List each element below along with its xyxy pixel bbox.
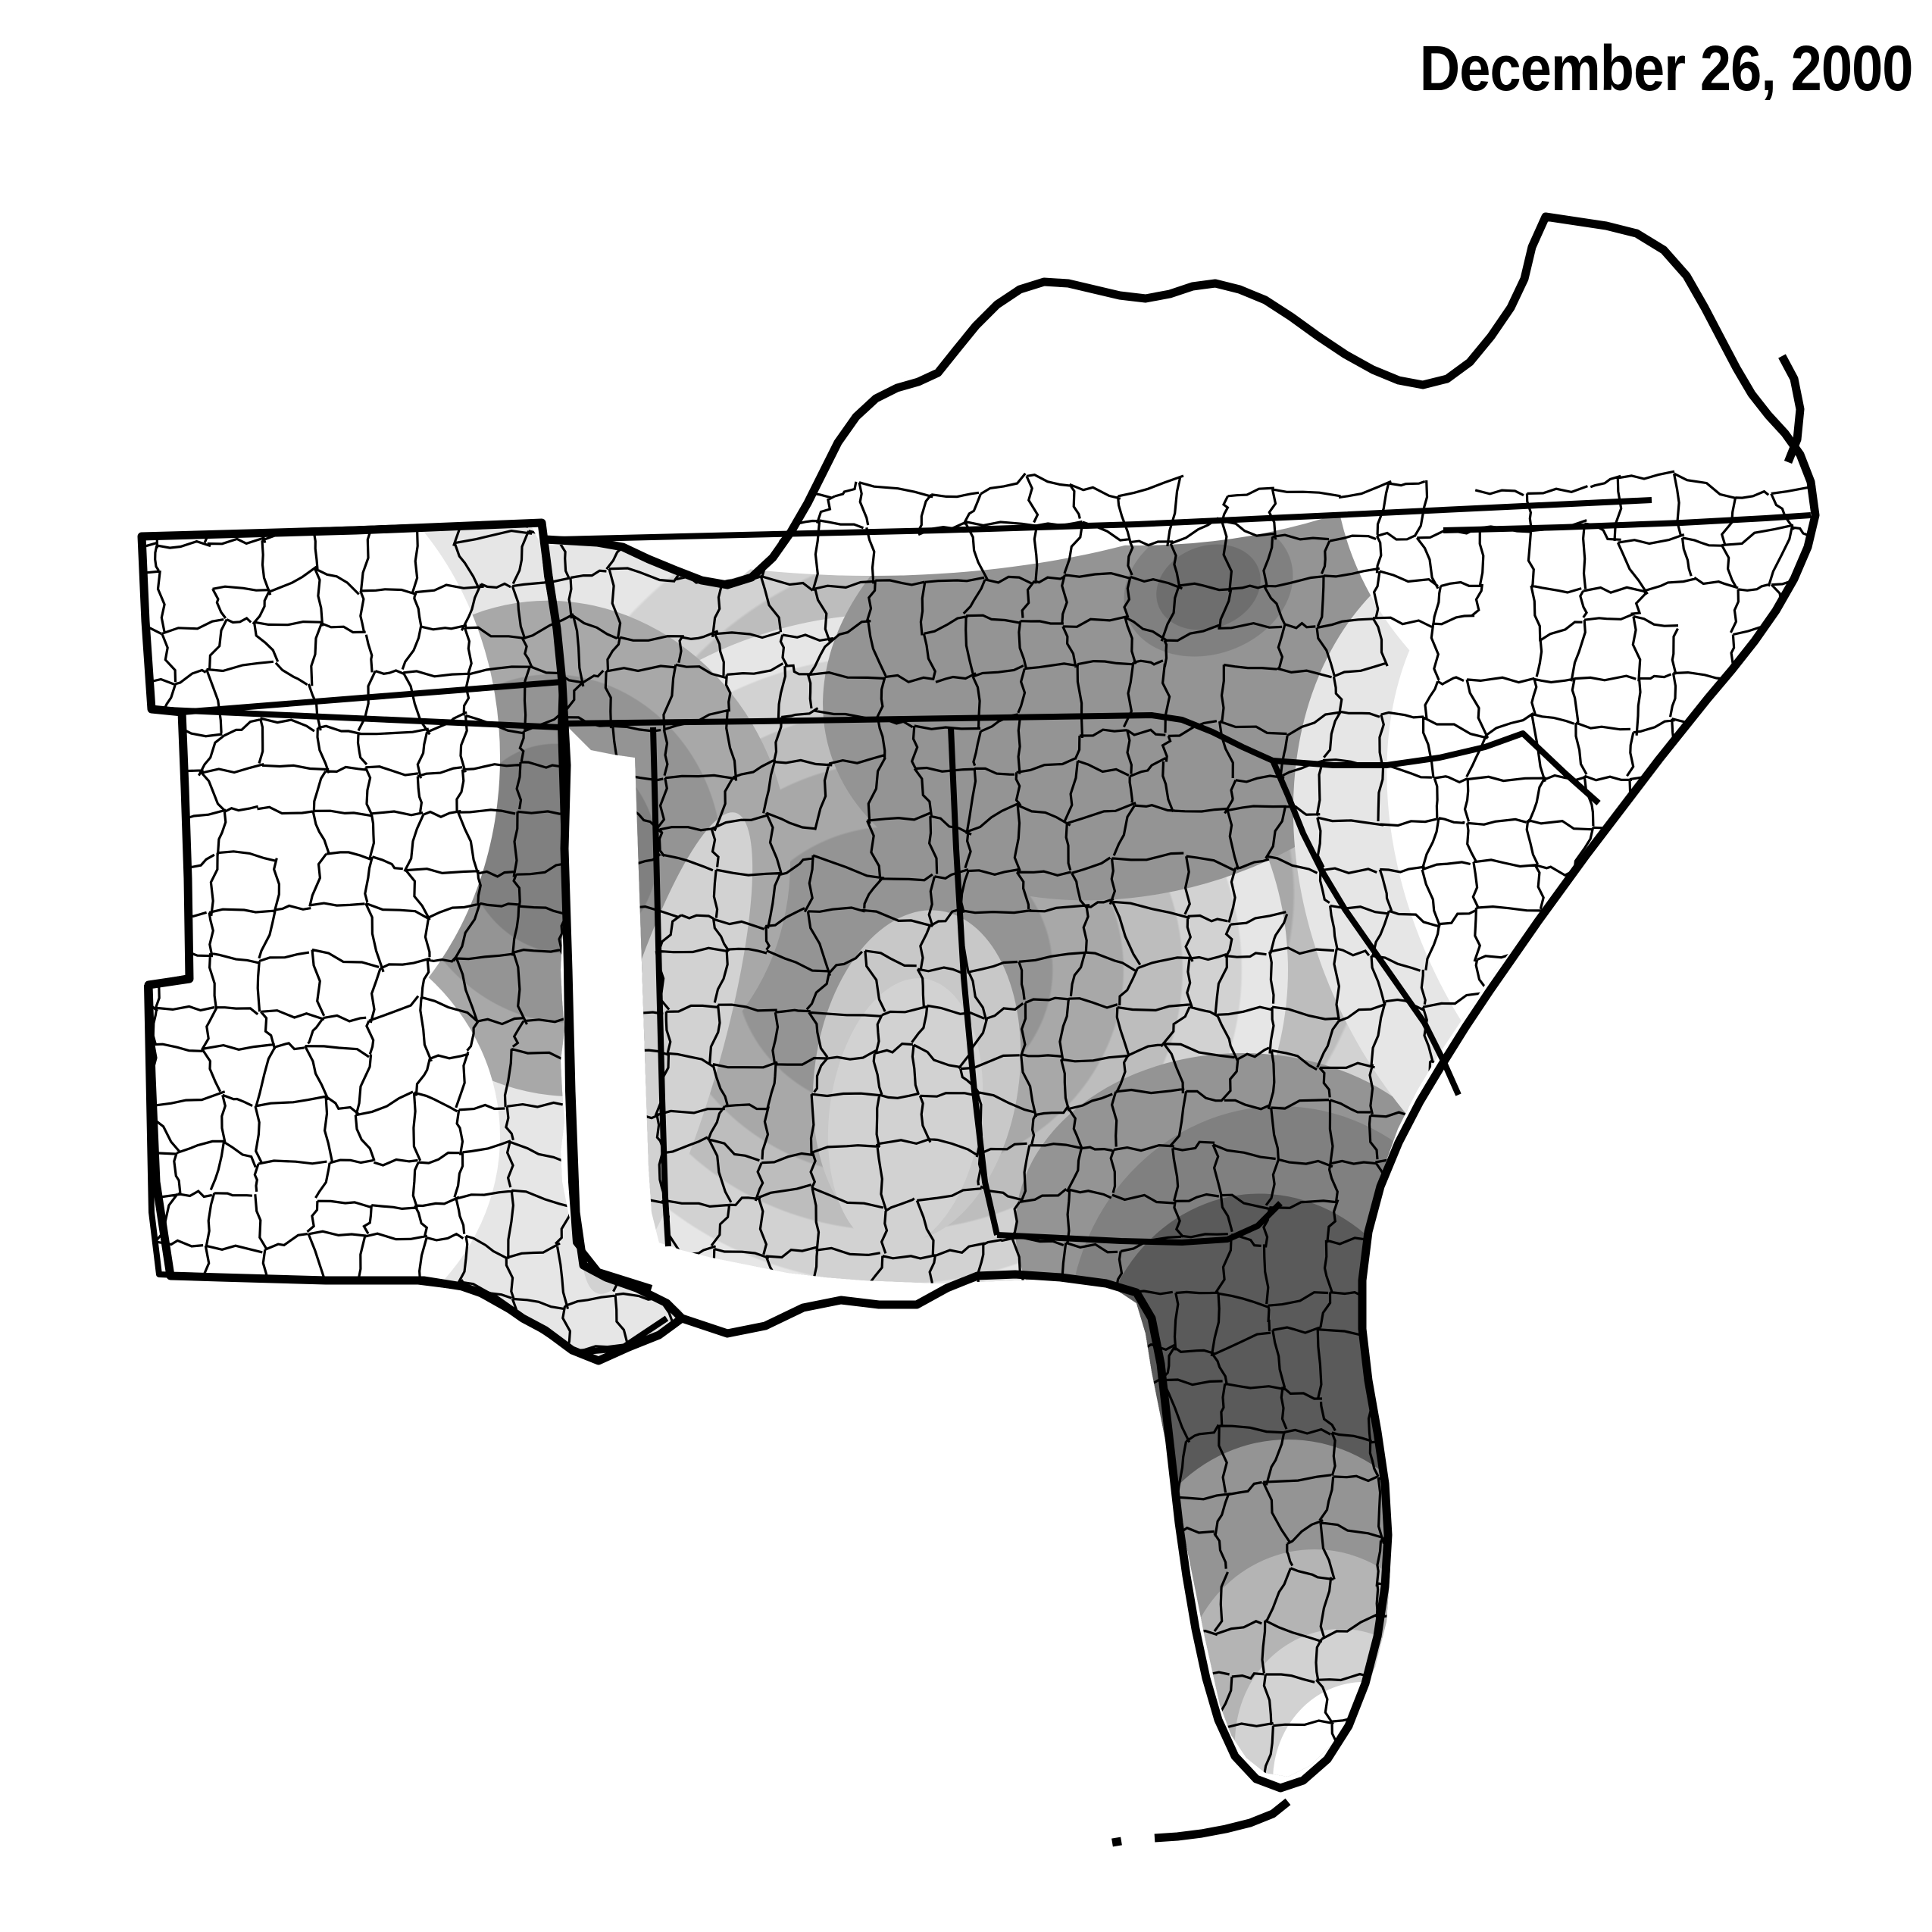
state-boundary-tennessee-south xyxy=(564,712,1274,764)
contour-band-west-louisiana-min xyxy=(142,909,500,1364)
state-boundary-virginia-northcarolina xyxy=(1443,512,1812,533)
coastline-gulf-atlantic xyxy=(545,212,1820,1793)
contour-low-pocket-se-alabama-2 xyxy=(827,978,983,1249)
contour-band-west-arkansas-min xyxy=(142,432,500,1083)
coastline-florida-keys xyxy=(1154,1798,1291,1843)
page-title: December 26, 2000 xyxy=(1420,33,1914,104)
state-boundary-arkansas-louisiana xyxy=(181,679,563,715)
coastline-outer-banks xyxy=(1778,354,1805,464)
state-boundary-mississippi-alabama xyxy=(650,727,671,1247)
contour-band-north-tennessee-min xyxy=(742,214,1530,546)
state-boundary-southcarolina-georgia xyxy=(1270,759,1462,1096)
state-boundary-northcarolina-southcarolina xyxy=(1272,730,1601,805)
state-boundary-tennessee-kentucky xyxy=(558,497,1652,542)
state-boundary-georgia-florida xyxy=(996,1201,1283,1246)
coastline-key-west xyxy=(1111,1837,1122,1847)
coastline xyxy=(137,212,1820,1847)
coastline-arkansas-louisiana xyxy=(137,518,686,1365)
state-boundary-alabama-georgia xyxy=(948,727,1000,1236)
